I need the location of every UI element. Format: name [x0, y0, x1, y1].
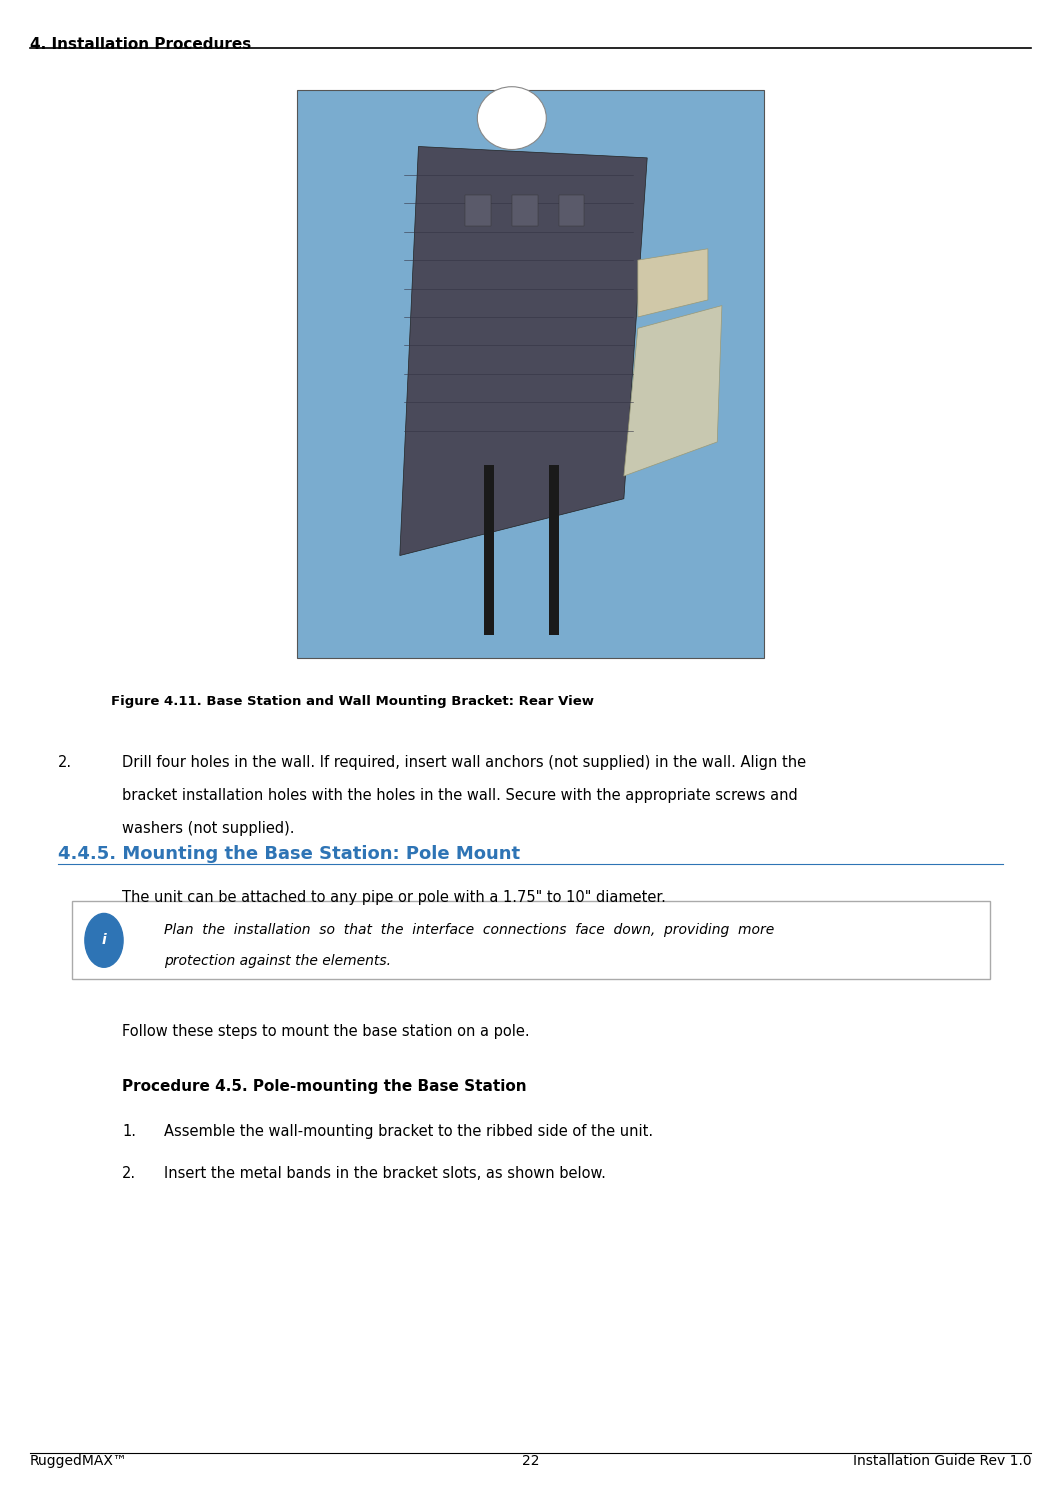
Text: washers (not supplied).: washers (not supplied).	[122, 821, 295, 836]
FancyBboxPatch shape	[465, 194, 491, 226]
Text: i: i	[102, 933, 106, 948]
Text: bracket installation holes with the holes in the wall. Secure with the appropria: bracket installation holes with the hole…	[122, 788, 798, 803]
Text: Drill four holes in the wall. If required, insert wall anchors (not supplied) in: Drill four holes in the wall. If require…	[122, 755, 806, 770]
Text: Installation Guide Rev 1.0: Installation Guide Rev 1.0	[853, 1455, 1031, 1468]
Text: 22: 22	[522, 1455, 539, 1468]
FancyBboxPatch shape	[558, 194, 585, 226]
Text: Procedure 4.5. Pole-mounting the Base Station: Procedure 4.5. Pole-mounting the Base St…	[122, 1079, 526, 1094]
Text: protection against the elements.: protection against the elements.	[164, 954, 392, 969]
Text: Assemble the wall-mounting bracket to the ribbed side of the unit.: Assemble the wall-mounting bracket to th…	[164, 1124, 654, 1139]
Text: 4.4.5. Mounting the Base Station: Pole Mount: 4.4.5. Mounting the Base Station: Pole M…	[58, 845, 521, 863]
Polygon shape	[638, 248, 708, 317]
Text: 1.: 1.	[122, 1124, 136, 1139]
Polygon shape	[624, 305, 721, 475]
Text: Figure 4.11. Base Station and Wall Mounting Bracket: Rear View: Figure 4.11. Base Station and Wall Mount…	[111, 695, 594, 709]
Ellipse shape	[477, 87, 546, 150]
FancyBboxPatch shape	[484, 465, 494, 635]
FancyBboxPatch shape	[550, 465, 559, 635]
Circle shape	[85, 913, 123, 967]
Text: 4. Installation Procedures: 4. Installation Procedures	[30, 37, 251, 52]
Polygon shape	[400, 147, 647, 556]
Text: 2.: 2.	[122, 1166, 136, 1181]
Text: 2.: 2.	[58, 755, 72, 770]
FancyBboxPatch shape	[297, 90, 764, 658]
Text: Insert the metal bands in the bracket slots, as shown below.: Insert the metal bands in the bracket sl…	[164, 1166, 606, 1181]
FancyBboxPatch shape	[72, 901, 990, 979]
Text: The unit can be attached to any pipe or pole with a 1.75" to 10" diameter.: The unit can be attached to any pipe or …	[122, 890, 666, 904]
Text: RuggedMAX™: RuggedMAX™	[30, 1455, 127, 1468]
FancyBboxPatch shape	[511, 194, 538, 226]
Text: Plan  the  installation  so  that  the  interface  connections  face  down,  pro: Plan the installation so that the interf…	[164, 922, 775, 937]
Text: Follow these steps to mount the base station on a pole.: Follow these steps to mount the base sta…	[122, 1024, 529, 1039]
